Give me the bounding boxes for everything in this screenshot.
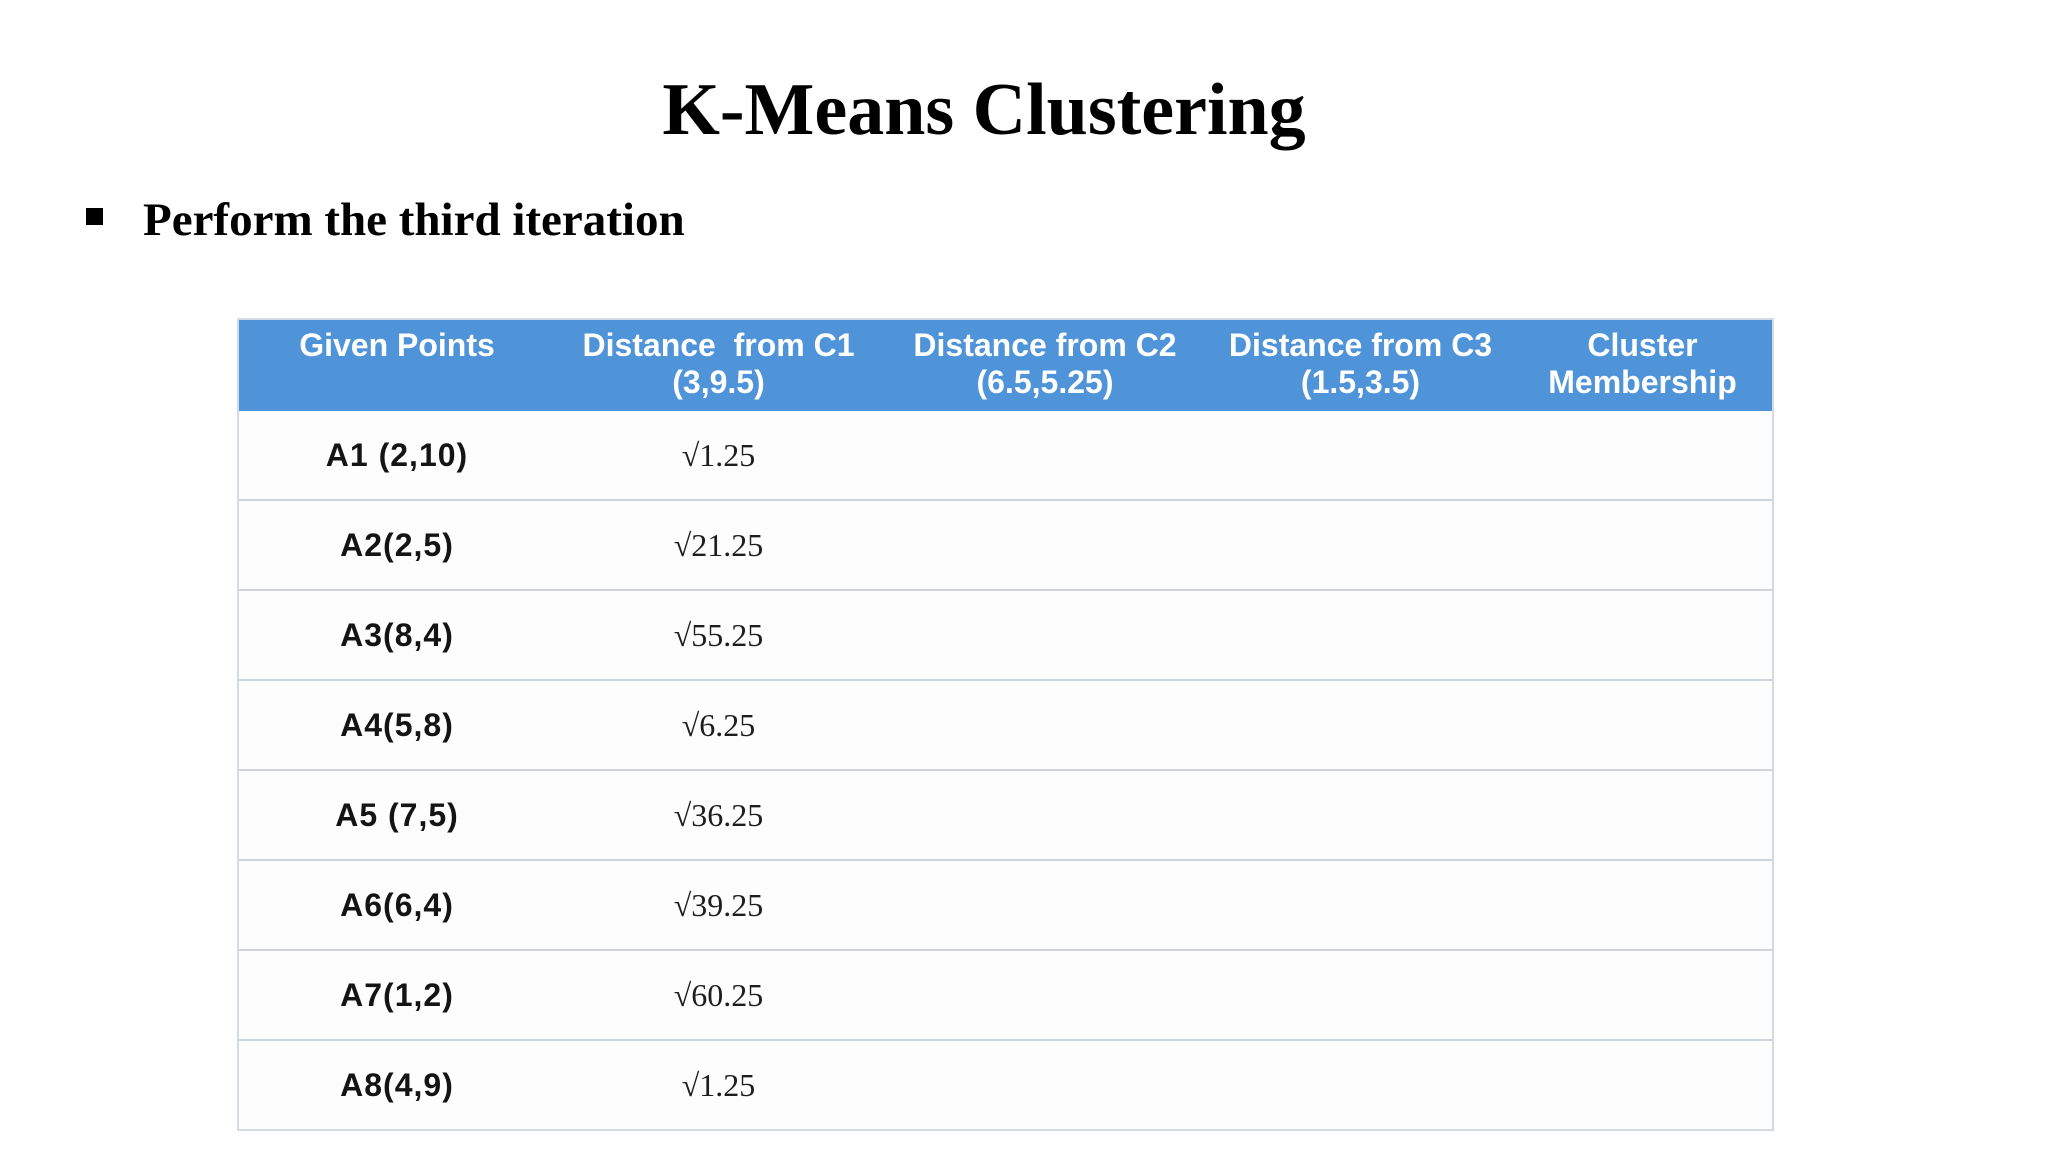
- header-given-points: Given Points: [239, 320, 555, 411]
- table-row: A4(5,8) √6.25: [239, 679, 1772, 770]
- cluster-membership-cell: [1513, 499, 1772, 590]
- header-distance-c2: Distance from C2 (6.5,5.25): [882, 320, 1208, 411]
- header-line2: (3,9.5): [672, 364, 765, 400]
- distance-c2-cell: [882, 411, 1208, 500]
- point-cell: A1 (2,10): [239, 411, 555, 500]
- kmeans-table-container: Given Points Distance from C1 (3,9.5) Di…: [237, 318, 1774, 1131]
- distance-c3-cell: [1208, 1039, 1513, 1129]
- cluster-membership-cell: [1513, 411, 1772, 500]
- cluster-membership-cell: [1513, 1039, 1772, 1129]
- point-cell: A3(8,4): [239, 589, 555, 680]
- table-row: A1 (2,10) √1.25: [239, 411, 1772, 500]
- bullet-item: Perform the third iteration: [86, 192, 685, 248]
- distance-c3-cell: [1208, 949, 1513, 1040]
- cluster-membership-cell: [1513, 679, 1772, 770]
- cluster-membership-cell: [1513, 589, 1772, 680]
- distance-c3-cell: [1208, 769, 1513, 860]
- table-header-row: Given Points Distance from C1 (3,9.5) Di…: [239, 320, 1772, 411]
- header-line2: Membership: [1548, 364, 1737, 400]
- square-bullet-icon: [86, 208, 103, 225]
- distance-c2-cell: [882, 679, 1208, 770]
- distance-c1-cell: √36.25: [555, 769, 882, 860]
- cluster-membership-cell: [1513, 859, 1772, 950]
- table-row: A2(2,5) √21.25: [239, 499, 1772, 590]
- distance-c2-cell: [882, 1039, 1208, 1129]
- distance-c1-cell: √1.25: [555, 411, 882, 500]
- cluster-membership-cell: [1513, 769, 1772, 860]
- cluster-membership-cell: [1513, 949, 1772, 1040]
- bullet-text: Perform the third iteration: [143, 194, 685, 246]
- header-distance-c1: Distance from C1 (3,9.5): [555, 320, 882, 411]
- distance-c2-cell: [882, 859, 1208, 950]
- kmeans-table: Given Points Distance from C1 (3,9.5) Di…: [239, 320, 1772, 1129]
- point-cell: A6(6,4): [239, 859, 555, 950]
- point-cell: A4(5,8): [239, 679, 555, 770]
- distance-c1-cell: √21.25: [555, 499, 882, 590]
- distance-c1-cell: √55.25: [555, 589, 882, 680]
- table-row: A3(8,4) √55.25: [239, 589, 1772, 680]
- table-row: A6(6,4) √39.25: [239, 859, 1772, 950]
- point-cell: A7(1,2): [239, 949, 555, 1040]
- header-cluster-membership: Cluster Membership: [1513, 320, 1772, 411]
- distance-c1-cell: √39.25: [555, 859, 882, 950]
- header-line1: Distance from C1: [582, 327, 855, 363]
- distance-c3-cell: [1208, 679, 1513, 770]
- distance-c2-cell: [882, 499, 1208, 590]
- distance-c1-cell: √1.25: [555, 1039, 882, 1129]
- header-line2: (1.5,3.5): [1300, 364, 1421, 400]
- header-line1: Cluster: [1587, 327, 1698, 363]
- header-line1: Given Points: [299, 327, 495, 363]
- distance-c3-cell: [1208, 499, 1513, 590]
- header-line1: Distance from C2: [913, 327, 1177, 363]
- distance-c3-cell: [1208, 859, 1513, 950]
- point-cell: A2(2,5): [239, 499, 555, 590]
- table-row: A7(1,2) √60.25: [239, 949, 1772, 1040]
- point-cell: A5 (7,5): [239, 769, 555, 860]
- distance-c1-cell: √6.25: [555, 679, 882, 770]
- page-title: K-Means Clustering: [662, 69, 1306, 151]
- distance-c2-cell: [882, 589, 1208, 680]
- distance-c3-cell: [1208, 589, 1513, 680]
- distance-c3-cell: [1208, 411, 1513, 500]
- distance-c2-cell: [882, 769, 1208, 860]
- distance-c1-cell: √60.25: [555, 949, 882, 1040]
- header-distance-c3: Distance from C3 (1.5,3.5): [1208, 320, 1513, 411]
- distance-c2-cell: [882, 949, 1208, 1040]
- table-row: A5 (7,5) √36.25: [239, 769, 1772, 860]
- table-row: A8(4,9) √1.25: [239, 1039, 1772, 1129]
- header-line1: Distance from C3: [1228, 327, 1493, 363]
- point-cell: A8(4,9): [239, 1039, 555, 1129]
- header-line2: (6.5,5.25): [976, 364, 1114, 400]
